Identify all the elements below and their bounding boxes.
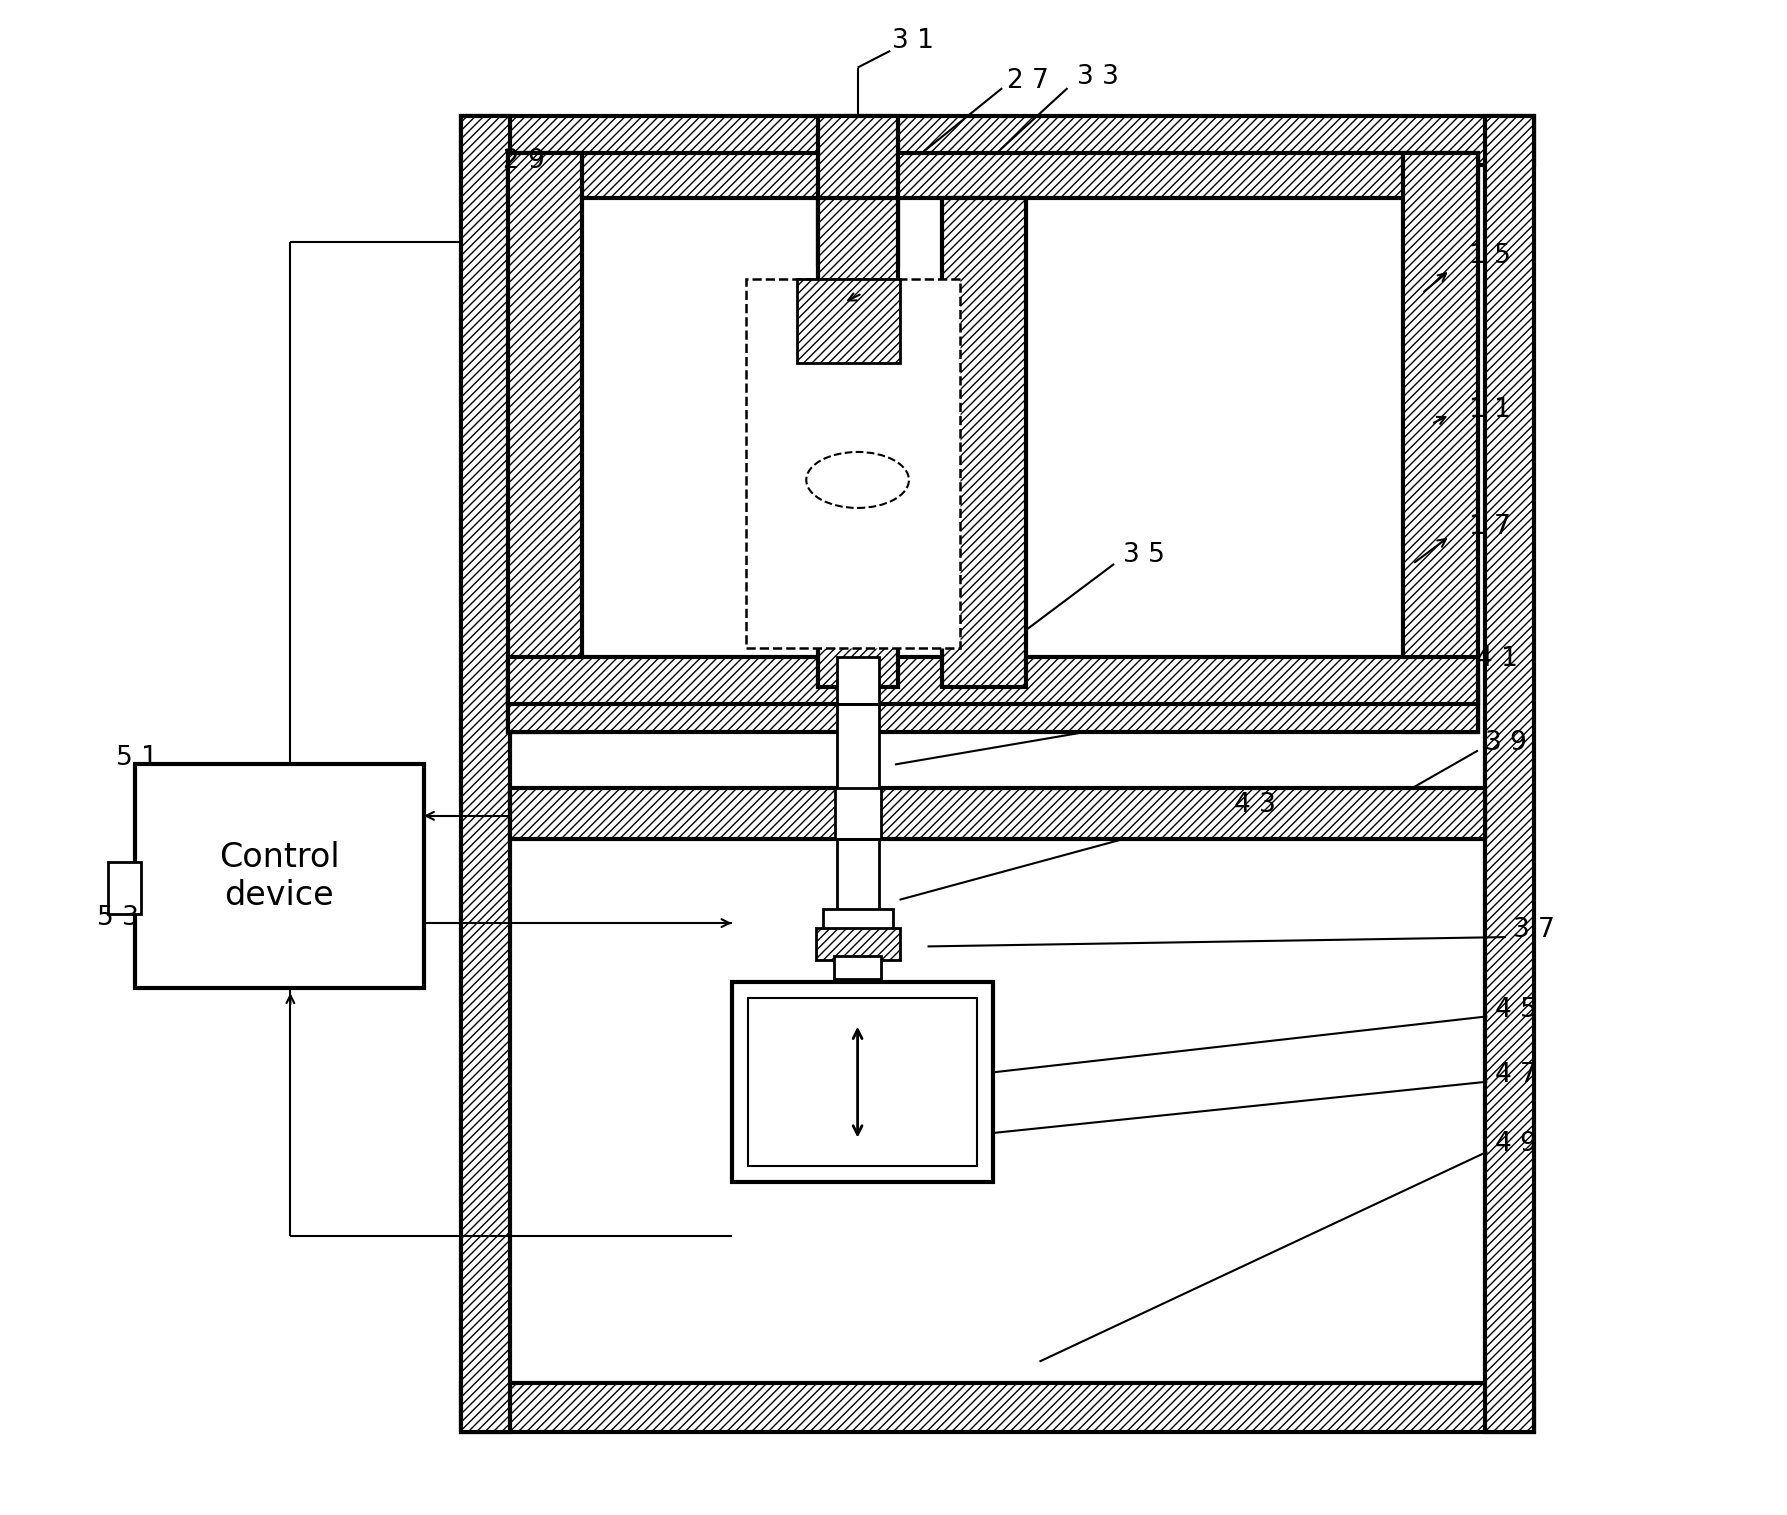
Bar [461, 1383, 1533, 1432]
Bar [461, 117, 1533, 165]
Bar [508, 153, 1478, 198]
Bar [942, 198, 1026, 688]
Bar [835, 956, 881, 979]
Bar [1485, 117, 1533, 1432]
Text: 3 5: 3 5 [1124, 541, 1165, 568]
Text: Control
device: Control device [218, 841, 340, 912]
Bar [731, 982, 994, 1182]
Text: 4 9: 4 9 [1494, 1132, 1537, 1157]
Bar [897, 198, 942, 688]
Bar [745, 279, 960, 648]
Bar [508, 153, 1478, 198]
Text: 5 1: 5 1 [116, 745, 157, 771]
Text: 4 5: 4 5 [1494, 997, 1537, 1023]
Bar [836, 658, 879, 704]
Bar [815, 927, 899, 961]
Text: 3 1: 3 1 [892, 29, 935, 55]
Bar [1403, 153, 1478, 732]
Bar [461, 1383, 1533, 1432]
Bar [818, 117, 897, 265]
Text: 1 5: 1 5 [1469, 242, 1510, 270]
Bar [508, 658, 1478, 704]
Bar [508, 153, 583, 732]
Bar [583, 198, 818, 688]
Bar [509, 788, 1485, 839]
Ellipse shape [806, 451, 910, 508]
Bar [836, 839, 879, 932]
Bar [109, 862, 141, 914]
Text: 5 3: 5 3 [96, 906, 139, 932]
Bar [1403, 153, 1478, 732]
Bar [749, 998, 977, 1165]
Bar [818, 198, 897, 688]
Bar [508, 688, 1478, 732]
Bar [508, 658, 1478, 704]
Bar [836, 704, 879, 815]
Text: 4 1: 4 1 [1476, 645, 1517, 673]
Bar [942, 198, 1026, 688]
Bar [818, 117, 897, 265]
Text: 3 9: 3 9 [1485, 730, 1528, 756]
Text: 3 7: 3 7 [1514, 917, 1555, 942]
Text: 1 7: 1 7 [1469, 514, 1510, 539]
Bar [818, 198, 897, 688]
Text: 2 7: 2 7 [1006, 68, 1049, 94]
Bar [797, 279, 899, 364]
Bar [824, 909, 894, 932]
Text: 2 9: 2 9 [504, 148, 545, 174]
Text: 1 1: 1 1 [1469, 397, 1510, 423]
Bar [835, 788, 881, 839]
Bar [509, 788, 1485, 839]
Bar [815, 927, 899, 961]
Bar [1485, 117, 1533, 1432]
Bar [509, 165, 1485, 1383]
Bar [797, 279, 899, 364]
Bar [508, 688, 1478, 732]
Bar [461, 117, 509, 1432]
Text: 4 3: 4 3 [1233, 792, 1276, 818]
Text: 3 3: 3 3 [1078, 64, 1119, 89]
Bar [508, 153, 583, 732]
Bar [836, 658, 879, 704]
Bar [835, 788, 881, 839]
Bar [461, 117, 509, 1432]
Bar [583, 198, 1403, 688]
Text: 4 7: 4 7 [1494, 1062, 1537, 1088]
Bar [134, 765, 424, 988]
Bar [461, 117, 1533, 165]
